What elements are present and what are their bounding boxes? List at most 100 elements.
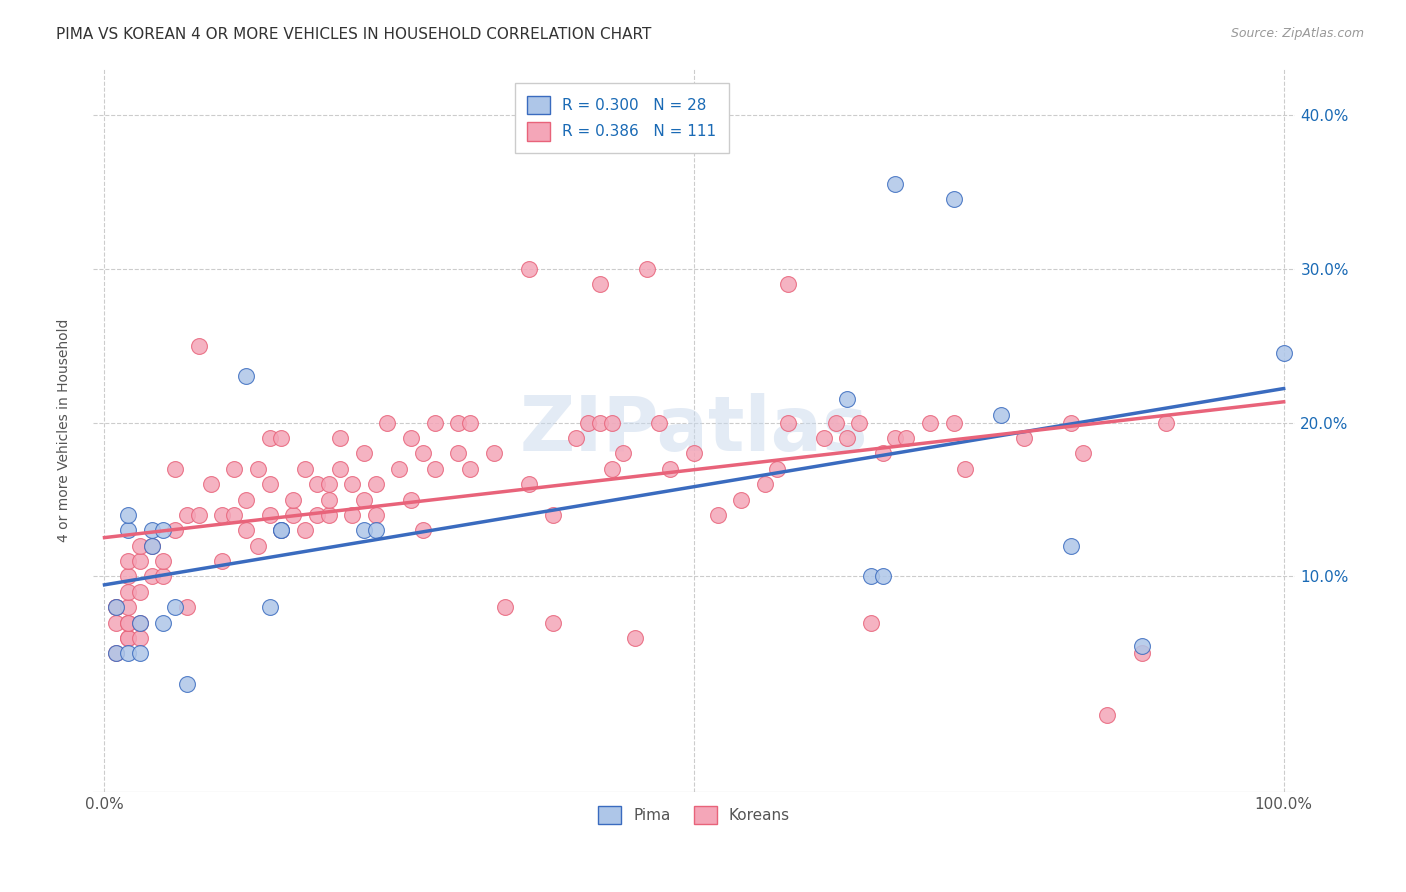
Point [1095,708,1118,723]
Point [105,600,128,615]
Point [1060,416,1083,430]
Point [176,508,198,522]
Point [942,416,965,430]
Text: PIMA VS KOREAN 4 OR MORE VEHICLES IN HOUSEHOLD CORRELATION CHART: PIMA VS KOREAN 4 OR MORE VEHICLES IN HOU… [56,27,651,42]
Point [246,539,269,553]
Point [765,461,787,475]
Point [117,647,139,661]
Point [340,508,363,522]
Point [353,446,375,460]
Y-axis label: 4 or more Vehicles in Household: 4 or more Vehicles in Household [58,318,72,542]
Point [128,539,150,553]
Point [294,461,316,475]
Point [105,615,128,630]
Point [517,261,540,276]
Point [364,508,387,522]
Point [883,431,905,445]
Point [730,492,752,507]
Point [589,277,612,291]
Point [128,554,150,568]
Point [659,461,682,475]
Point [117,615,139,630]
Point [1012,431,1035,445]
Point [270,523,292,537]
Point [576,416,599,430]
Point [1130,647,1153,661]
Point [412,523,434,537]
Point [364,477,387,491]
Point [165,600,187,615]
Point [141,539,163,553]
Point [259,508,281,522]
Point [270,523,292,537]
Point [600,416,623,430]
Point [105,647,128,661]
Point [224,508,246,522]
Point [105,600,128,615]
Point [399,492,422,507]
Point [706,508,728,522]
Point [353,492,375,507]
Point [259,431,281,445]
Point [235,492,257,507]
Point [447,446,470,460]
Point [1060,539,1083,553]
Legend: Pima, Koreans: Pima, Koreans [588,795,800,835]
Point [141,539,163,553]
Point [364,523,387,537]
Point [246,461,269,475]
Point [541,508,564,522]
Text: ZIPatlas: ZIPatlas [520,393,869,467]
Point [211,508,233,522]
Point [447,416,470,430]
Point [165,461,187,475]
Point [128,615,150,630]
Point [423,416,446,430]
Point [187,508,209,522]
Point [117,600,139,615]
Point [235,523,257,537]
Point [105,600,128,615]
Point [399,431,422,445]
Point [624,631,647,645]
Point [128,615,150,630]
Point [318,508,340,522]
Point [589,416,612,430]
Point [224,461,246,475]
Point [117,523,139,537]
Point [541,615,564,630]
Point [117,508,139,522]
Point [141,569,163,583]
Point [270,523,292,537]
Text: Source: ZipAtlas.com: Source: ZipAtlas.com [1230,27,1364,40]
Point [305,477,328,491]
Point [636,261,658,276]
Point [388,461,411,475]
Point [990,408,1012,422]
Point [612,446,634,460]
Point [918,416,941,430]
Point [600,461,623,475]
Point [141,523,163,537]
Point [1272,346,1295,360]
Point [1154,416,1177,430]
Point [647,416,669,430]
Point [872,569,894,583]
Point [152,554,174,568]
Point [200,477,222,491]
Point [117,554,139,568]
Point [423,461,446,475]
Point [813,431,835,445]
Point [377,416,399,430]
Point [683,446,706,460]
Point [837,392,859,407]
Point [211,554,233,568]
Point [1130,639,1153,653]
Point [305,508,328,522]
Point [283,508,305,522]
Point [458,461,481,475]
Point [283,492,305,507]
Point [848,416,870,430]
Point [517,477,540,491]
Point [1071,446,1094,460]
